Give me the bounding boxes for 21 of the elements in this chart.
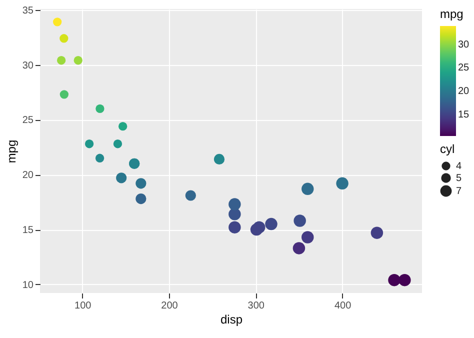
color-bar-label: 20: [458, 86, 470, 98]
x-tick-label: 100: [74, 300, 92, 312]
x-tick-label: 400: [334, 300, 352, 312]
y-axis-title: mpg: [4, 140, 18, 164]
x-axis-title: disp: [220, 312, 243, 326]
y-tick-label: 35: [22, 5, 34, 16]
legend-label: 7: [456, 186, 462, 197]
legend-label: 4: [456, 161, 462, 172]
y-tick-label: 15: [22, 225, 34, 236]
color-bar-title: mpg: [440, 7, 464, 21]
y-tick-label: 30: [22, 60, 34, 72]
x-tick-label: 200: [161, 300, 178, 312]
y-tick-label: 10: [22, 280, 34, 291]
color-bar-label: 25: [458, 62, 470, 74]
legend-label: 5: [456, 173, 462, 184]
y-tick-label: 20: [22, 170, 34, 182]
color-bar-label: 15: [458, 109, 470, 120]
y-tick-label: 25: [22, 115, 34, 126]
legend-title: cyl: [440, 142, 455, 156]
x-tick-label: 300: [248, 300, 265, 312]
color-bar-label: 30: [458, 39, 470, 50]
